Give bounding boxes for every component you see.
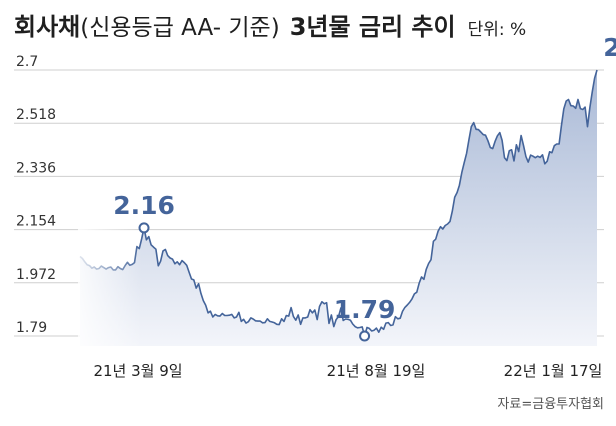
series-area (80, 70, 597, 346)
callout-label: 2.7 (603, 33, 616, 62)
chart-title: 회사채(신용등급 AA- 기준) 3년물 금리 추이 단위: % (14, 13, 526, 41)
left-fade-overlay (78, 200, 143, 346)
callout-marker (359, 330, 371, 342)
x-tick-label: 21년 8월 19일 (327, 362, 426, 380)
x-axis-ticks: 21년 3월 9일 21년 8월 19일 22년 1월 17일 (93, 362, 602, 380)
y-axis-ticks: 2.7 2.518 2.336 2.154 1.972 1.79 (16, 54, 56, 336)
y-tick-label: 1.972 (16, 267, 56, 283)
y-tick-label: 2.7 (16, 54, 38, 70)
x-tick-label: 21년 3월 9일 (93, 362, 182, 380)
y-tick-label: 2.336 (16, 160, 56, 176)
title-paren: (신용등급 AA- 기준) (80, 15, 279, 41)
x-tick-label: 22년 1월 17일 (504, 362, 603, 380)
y-tick-label: 2.154 (16, 214, 56, 230)
source-note: 자료=금융투자협회 (497, 397, 604, 412)
title-main-part1: 회사채 (14, 13, 80, 41)
y-tick-label: 2.518 (16, 107, 56, 123)
y-tick-label: 1.79 (16, 320, 47, 336)
series-line (79, 69, 598, 337)
title-unit: 단위: % (468, 20, 527, 40)
callout-marker (138, 222, 150, 234)
callouts: 2.16 1.79 2.7 (113, 33, 616, 342)
callout-label: 1.79 (334, 295, 396, 324)
title-main-part2: 3년물 금리 추이 (290, 13, 456, 41)
callout-label: 2.16 (113, 191, 175, 220)
